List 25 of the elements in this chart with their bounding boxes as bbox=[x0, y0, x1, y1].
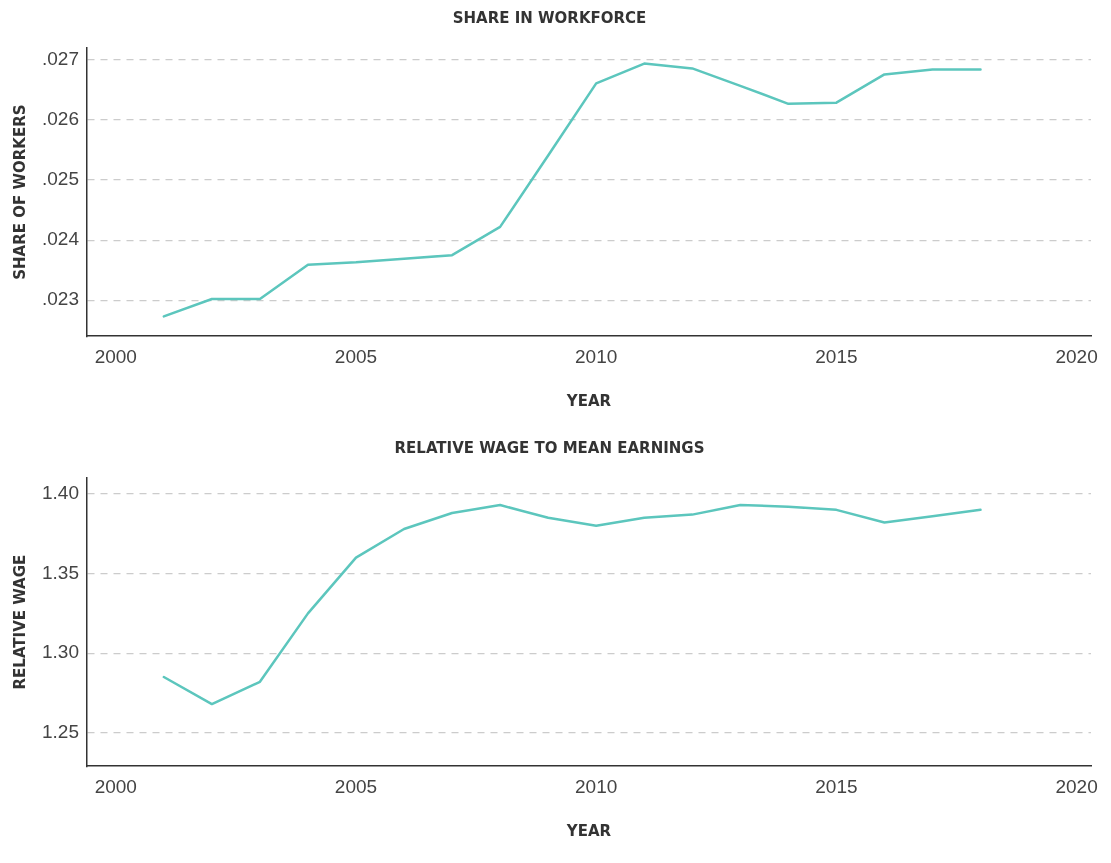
y-tick-label: 1.40 bbox=[42, 482, 79, 504]
x-tick-label: 2020 bbox=[1055, 345, 1098, 367]
x-tick-label: 2005 bbox=[334, 775, 378, 797]
y-tick-label: .027 bbox=[42, 48, 79, 70]
y-tick-label: 1.35 bbox=[42, 561, 79, 583]
chart-title: RELATIVE WAGE TO MEAN EARNINGS bbox=[394, 438, 705, 457]
y-tick-label: 1.30 bbox=[42, 641, 79, 663]
x-axis-title: YEAR bbox=[565, 391, 612, 410]
y-tick-label: .026 bbox=[42, 108, 79, 130]
x-axis-title: YEAR bbox=[565, 821, 612, 840]
y-axis-title: SHARE OF WORKERS bbox=[10, 104, 29, 280]
x-tick-label: 2000 bbox=[94, 345, 137, 367]
x-tick-label: 2020 bbox=[1055, 775, 1098, 797]
x-tick-label: 2005 bbox=[334, 345, 378, 367]
x-tick-label: 2010 bbox=[575, 775, 618, 797]
x-tick-label: 2010 bbox=[575, 345, 618, 367]
x-tick-label: 2015 bbox=[815, 345, 858, 367]
y-tick-label: .024 bbox=[42, 228, 80, 250]
x-tick-label: 2000 bbox=[94, 775, 137, 797]
y-tick-label: .023 bbox=[42, 288, 79, 310]
chart-title: SHARE IN WORKFORCE bbox=[452, 8, 647, 27]
y-axis-title: RELATIVE WAGE bbox=[10, 554, 29, 690]
x-tick-label: 2015 bbox=[815, 775, 858, 797]
y-tick-label: .025 bbox=[42, 168, 79, 190]
y-tick-label: 1.25 bbox=[42, 721, 79, 742]
